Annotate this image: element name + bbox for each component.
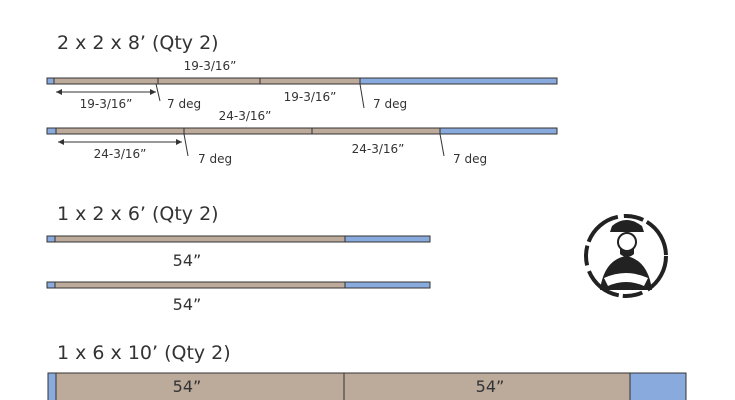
cut-length: 24-3/16”: [94, 147, 147, 161]
board: 54”: [46, 235, 431, 270]
section-title: 1 x 6 x 10’ (Qty 2): [57, 342, 231, 364]
board: 24-3/16” 24-3/16” 7 deg 24-3/16” 7 deg: [46, 109, 558, 166]
cut-length: 54”: [476, 377, 505, 396]
cut-length: 24-3/16”: [352, 142, 405, 156]
angle: 7 deg: [198, 152, 232, 166]
board: 54”: [46, 281, 431, 314]
cut-length: 54”: [173, 377, 202, 396]
angle: 7 deg: [167, 97, 201, 111]
cut-length: 19-3/16”: [80, 97, 133, 111]
cut-length: 54”: [173, 295, 202, 314]
angle: 7 deg: [453, 152, 487, 166]
cut-length: 19-3/16”: [284, 90, 337, 104]
cut-length: 54”: [173, 251, 202, 270]
logo: [584, 214, 668, 298]
section-title: 1 x 2 x 6’ (Qty 2): [57, 203, 219, 225]
cut-length: 19-3/16”: [184, 59, 237, 73]
section-title: 2 x 2 x 8’ (Qty 2): [57, 32, 219, 54]
board: 19-3/16” 19-3/16” 7 deg 19-3/16” 7 deg: [46, 59, 558, 111]
cut-length: 24-3/16”: [219, 109, 272, 123]
angle: 7 deg: [373, 97, 407, 111]
board: 54” 54”: [47, 372, 687, 400]
